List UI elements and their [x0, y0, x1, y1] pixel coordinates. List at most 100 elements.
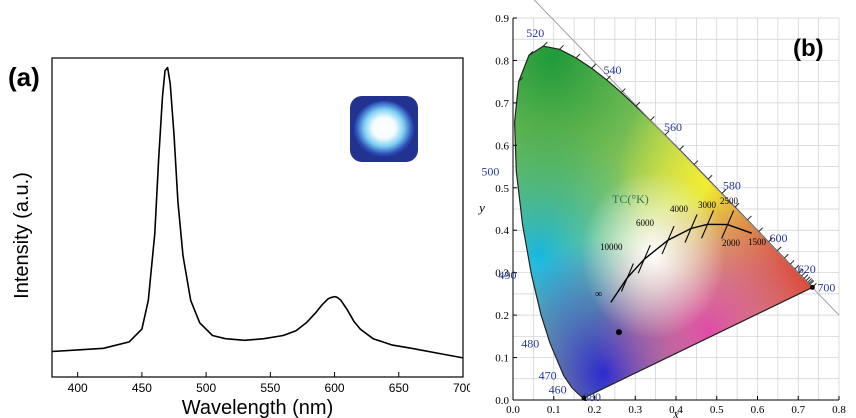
locus-tick-40 [808, 279, 814, 285]
measured-point [615, 329, 622, 336]
b-y-tick-label-8: 0.8 [495, 55, 509, 67]
isotemp-line-2 [661, 225, 675, 255]
b-y-tick-label-3: 0.3 [495, 268, 509, 280]
panel-b-label: (b) [793, 35, 824, 62]
b-y-tick-label-7: 0.7 [495, 98, 509, 110]
locus-tick-33 [789, 259, 795, 265]
cct-label-4: 4000 [670, 204, 689, 214]
locus-tick-15 [559, 44, 564, 50]
wavelength-label-380: 380 [583, 390, 601, 404]
b-x-tick-label-2: 0.2 [588, 404, 602, 416]
wavelength-label-470: 470 [539, 368, 557, 382]
locus-tick-12 [518, 77, 524, 82]
cct-label-3: 6000 [636, 218, 655, 228]
cct-label-8: 1500 [748, 237, 767, 247]
b-y-tick-label-6: 0.6 [495, 140, 509, 152]
wavelength-label-520: 520 [526, 26, 544, 40]
wavelength-label-480: 480 [521, 337, 539, 351]
planckian-locus [610, 223, 752, 303]
locus-end-380 [581, 395, 587, 401]
locus-tick-29 [758, 227, 764, 233]
locus-tick-22 [664, 130, 670, 136]
panel-a-label: (a) [8, 62, 40, 92]
locus-tick-23 [679, 145, 684, 151]
wavelength-label-620: 620 [798, 262, 816, 276]
b-y-tick-label-0: 0.0 [495, 395, 509, 407]
inset-glow [354, 101, 414, 157]
x-tick-label-650: 650 [389, 381, 409, 395]
locus-tick-38 [805, 276, 811, 282]
b-x-tick-label-1: 0.1 [547, 404, 561, 416]
gamut-gCyan [514, 46, 813, 398]
x-tick-label-400: 400 [68, 381, 88, 395]
isotemp-line-5 [721, 210, 735, 239]
isotemp-line-3 [684, 214, 698, 243]
b-x-axis-title: x [672, 407, 679, 418]
b-y-tick-label-9: 0.9 [495, 13, 509, 25]
chromaticity-gamut [514, 46, 813, 398]
locus-tick-18 [606, 75, 611, 81]
wavelength-label-460: 460 [549, 382, 567, 396]
wavelength-label-580: 580 [723, 178, 741, 192]
locus-tick-34 [794, 264, 800, 270]
locus-tick-30 [768, 237, 773, 243]
spectral-locus [513, 45, 814, 399]
cct-label-2: 10000 [600, 242, 623, 252]
gamut-gWhite [514, 46, 813, 398]
wavelength-label-600: 600 [770, 231, 788, 245]
locus-tick-20 [635, 101, 641, 107]
locus-tick-13 [528, 50, 534, 56]
cct-label-6: 2500 [720, 196, 739, 206]
wavelength-label-700: 700 [817, 280, 835, 294]
locus-tick-32 [783, 253, 789, 259]
locus-tick-39 [807, 278, 812, 283]
locus-tick-28 [747, 215, 752, 221]
locus-tick-31 [776, 246, 782, 252]
wavelength-label-540: 540 [604, 63, 622, 77]
locus-tick-36 [801, 271, 806, 277]
plot-frame-a [51, 57, 464, 378]
locus-tick-14 [542, 41, 548, 47]
diagonal-line [533, 0, 840, 316]
cct-title-label: TC(°K) [612, 192, 649, 206]
wavelength-label-490: 490 [499, 268, 517, 282]
b-x-tick-label-0: 0.0 [506, 404, 520, 416]
x-tick-label-450: 450 [132, 381, 152, 395]
x-tick-label-550: 550 [260, 381, 280, 395]
locus-tick-41 [809, 280, 815, 286]
gamut-gGreen [514, 46, 813, 398]
locus-end-700 [809, 284, 815, 290]
b-x-tick-label-6: 0.6 [751, 404, 765, 416]
cct-label-1: ∞ [595, 289, 602, 300]
b-x-tick-label-3: 0.3 [628, 404, 642, 416]
wavelength-label-500: 500 [481, 164, 499, 178]
locus-tick-27 [734, 202, 740, 208]
panel-a-chart: 400 450 500 550 600 650 700 Wavelength (nm) Inte… [8, 57, 470, 418]
isotemp-line-1 [637, 244, 651, 274]
b-y-tick-label-1: 0.1 [495, 353, 509, 365]
locus-tick-19 [620, 88, 626, 93]
x-axis-title: Wavelength (nm) [182, 397, 334, 418]
gamut-gRed [514, 46, 813, 398]
b-x-tick-label-7: 0.7 [791, 404, 805, 416]
inset-photo [350, 96, 418, 162]
x-tick-label-500: 500 [196, 381, 216, 395]
x-tick-label-700: 700 [453, 381, 470, 395]
locus-tick-16 [575, 53, 581, 59]
isotemp-line-4 [701, 210, 715, 239]
isotemp-line-0 [620, 263, 634, 292]
locus-tick-21 [650, 115, 655, 121]
locus-tick-42 [812, 283, 817, 288]
locus-tick-17 [591, 63, 596, 69]
wavelength-label-560: 560 [664, 120, 682, 134]
gamut-gBlue [514, 46, 813, 398]
b-x-tick-label-4: 0.4 [669, 404, 683, 416]
locus-tick-37 [803, 274, 809, 280]
cct-label-5: 3000 [698, 200, 717, 210]
locus-tick-25 [707, 174, 713, 180]
locus-tick-35 [798, 268, 803, 274]
locus-tick-26 [721, 189, 727, 194]
b-x-tick-label-8: 0.8 [832, 404, 846, 416]
b-y-tick-label-2: 0.2 [495, 310, 509, 322]
locus-tick-24 [693, 160, 699, 165]
